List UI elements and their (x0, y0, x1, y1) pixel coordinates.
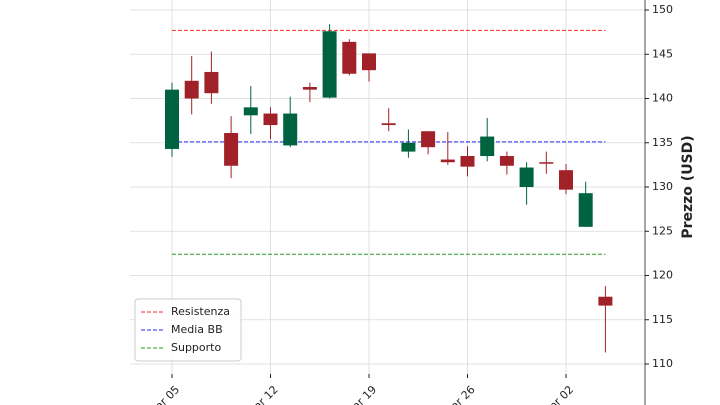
candle-body (362, 53, 376, 71)
x-tick-label: Mar 05 (146, 383, 182, 405)
candle-body (401, 142, 416, 152)
candle-body (519, 167, 534, 187)
y-tick-label: 115 (652, 313, 673, 326)
legend-label: Supporto (171, 341, 221, 354)
y-tick-label: 120 (652, 269, 673, 282)
legend-label: Resistenza (171, 305, 230, 318)
candle-body (342, 41, 357, 74)
y-tick-label: 145 (652, 47, 673, 60)
candle-body (224, 133, 239, 166)
y-tick-label: 140 (652, 92, 673, 105)
candle-body (539, 162, 554, 164)
x-tick-label: Mar 12 (245, 383, 281, 405)
candle-body (184, 80, 199, 99)
y-tick-label: 125 (652, 224, 673, 237)
candle-body (499, 156, 514, 166)
x-tick-label: Mar 26 (442, 383, 478, 405)
candle-body (578, 193, 593, 227)
candle-body (460, 156, 475, 167)
candle-body (480, 136, 495, 157)
x-tick-label: Mar 19 (343, 383, 379, 405)
candle-body (283, 113, 298, 146)
legend-label: Media BB (171, 323, 223, 336)
candle-body (204, 71, 219, 94)
candle-body (243, 107, 258, 116)
candle-body (598, 296, 613, 306)
y-axis-label: Prezzo (USD) (680, 135, 696, 238)
candle-body (421, 131, 436, 148)
candle-body (381, 123, 396, 126)
y-tick-label: 135 (652, 136, 673, 149)
candle-body (263, 113, 278, 126)
y-tick-label: 110 (652, 357, 673, 370)
candle-body (440, 159, 455, 163)
candle-body (559, 170, 573, 190)
candle-body (322, 31, 337, 98)
candle-body (165, 89, 179, 149)
x-tick-label: Apr 02 (541, 383, 576, 405)
legend-box (134, 298, 242, 362)
y-tick-label: 150 (652, 3, 673, 16)
y-tick-label: 130 (652, 180, 673, 193)
candle-body (302, 86, 317, 90)
